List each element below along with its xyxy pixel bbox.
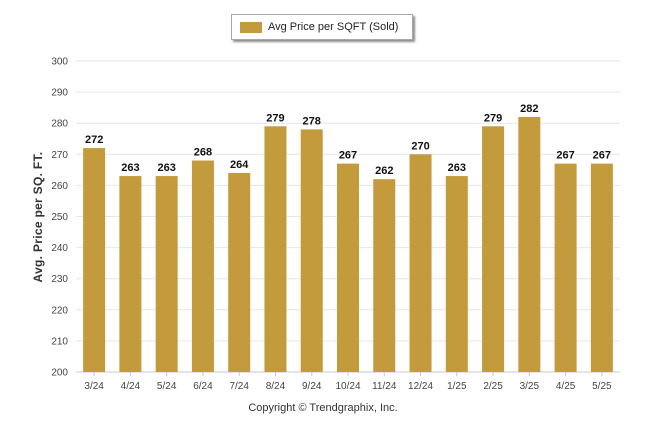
bar — [337, 163, 359, 372]
bar — [373, 179, 396, 372]
x-tick-label: 4/24 — [121, 381, 141, 392]
x-tick-label: 9/24 — [302, 381, 322, 392]
y-tick-label: 240 — [51, 243, 68, 254]
x-tick-label: 12/24 — [408, 381, 433, 392]
data-label: 282 — [520, 103, 538, 115]
y-tick-label: 260 — [51, 181, 68, 192]
y-tick-label: 270 — [51, 150, 68, 161]
bar — [590, 163, 613, 372]
data-label: 278 — [303, 115, 321, 127]
bar — [445, 176, 468, 372]
x-tick-label: 6/24 — [193, 381, 213, 392]
y-tick-label: 200 — [51, 368, 68, 379]
x-tick-label: 11/24 — [372, 381, 397, 392]
x-tick-label: 2/25 — [483, 381, 503, 392]
x-tick-label: 1/25 — [447, 381, 467, 392]
data-label: 267 — [339, 150, 357, 162]
bar — [409, 154, 432, 372]
y-axis-label: Avg. Price per SQ. FT. — [31, 151, 45, 283]
data-label: 279 — [266, 112, 284, 124]
y-tick-label: 220 — [51, 305, 68, 316]
copyright-text: Copyright © Trendgraphix, Inc. — [248, 402, 398, 414]
x-tick-label: 3/25 — [520, 381, 540, 392]
data-label: 267 — [593, 150, 611, 162]
x-tick-label: 8/24 — [266, 381, 286, 392]
x-tick-label: 4/25 — [556, 381, 576, 392]
bar — [264, 126, 287, 372]
legend-swatch — [240, 21, 262, 33]
data-label: 264 — [230, 159, 249, 171]
legend-label: Avg Price per SQFT (Sold) — [268, 21, 399, 33]
data-label: 263 — [448, 162, 466, 174]
bar — [191, 160, 214, 372]
y-tick-label: 230 — [51, 274, 68, 285]
bar — [228, 172, 251, 372]
data-label: 272 — [85, 134, 103, 146]
data-label: 270 — [411, 140, 429, 152]
bar — [83, 148, 106, 372]
y-tick-label: 280 — [51, 119, 68, 130]
y-tick-label: 300 — [51, 57, 68, 68]
x-tick-label: 10/24 — [335, 381, 360, 392]
bar — [119, 176, 142, 372]
x-tick-label: 5/25 — [592, 381, 612, 392]
y-tick-label: 290 — [51, 88, 68, 99]
data-label: 263 — [121, 162, 139, 174]
data-label: 262 — [375, 165, 393, 177]
bar — [518, 116, 541, 372]
legend: Avg Price per SQFT (Sold) — [231, 14, 413, 40]
data-label: 268 — [194, 147, 212, 159]
data-label: 279 — [484, 112, 502, 124]
bar — [482, 126, 505, 372]
y-tick-label: 250 — [51, 212, 68, 223]
bar — [300, 129, 323, 372]
bar — [155, 176, 178, 372]
y-tick-label: 210 — [51, 336, 68, 347]
x-tick-label: 7/24 — [229, 381, 249, 392]
bar — [554, 163, 577, 372]
x-tick-label: 5/24 — [157, 381, 177, 392]
data-label: 267 — [556, 150, 574, 162]
x-tick-label: 3/24 — [84, 381, 104, 392]
data-label: 263 — [157, 162, 175, 174]
